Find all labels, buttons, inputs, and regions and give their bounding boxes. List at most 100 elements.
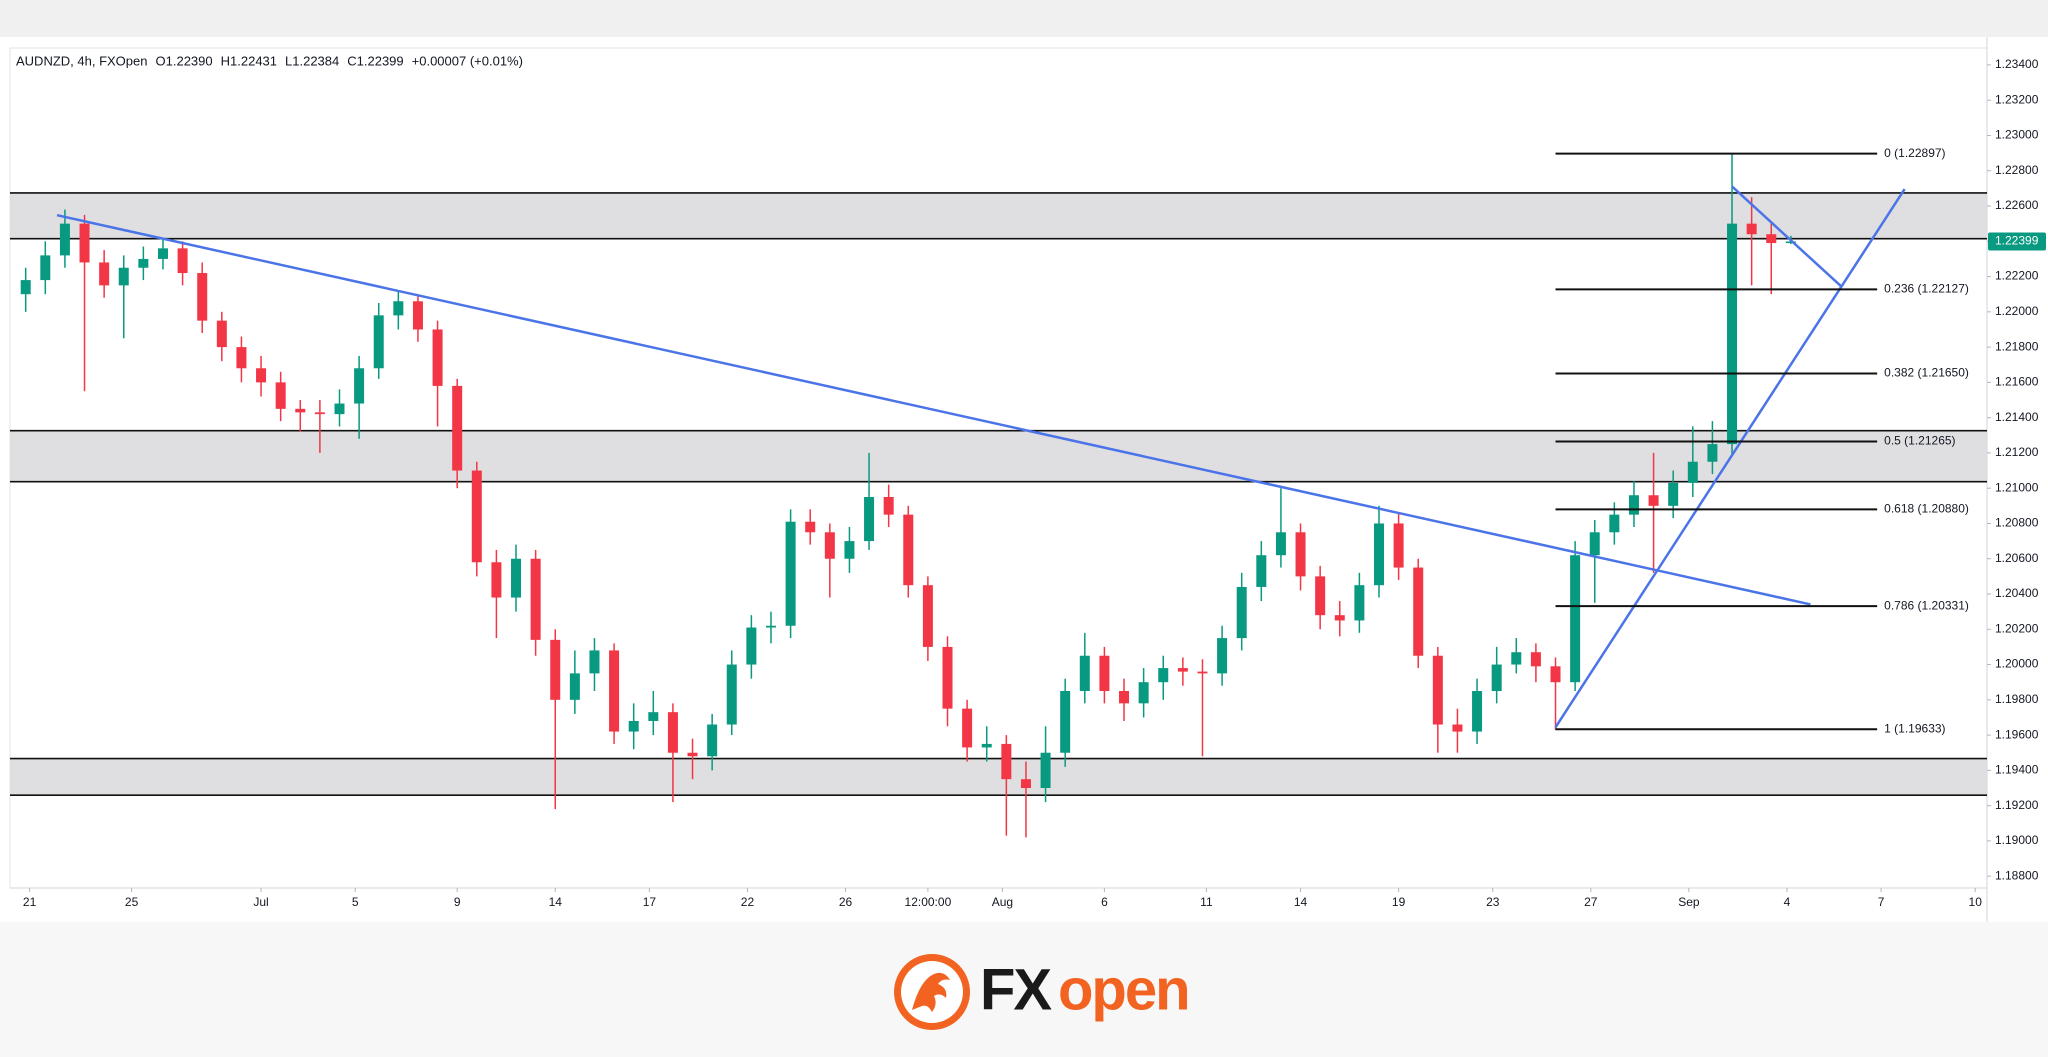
x-tick-label: 25 (125, 895, 139, 909)
candle-body (1275, 532, 1286, 556)
x-tick-label: 10 (1969, 895, 1983, 909)
candle-body (1491, 664, 1502, 692)
candle-body (1020, 779, 1031, 789)
fib-label: 0 (1.22897) (1884, 146, 1945, 160)
y-tick-label: 1.20200 (1995, 621, 2039, 635)
candle-body (295, 408, 306, 413)
candle-body (1727, 223, 1738, 445)
candle-body (373, 315, 384, 369)
candle-body (511, 558, 522, 598)
candle-body (491, 562, 502, 598)
candle-body (667, 712, 678, 753)
candle-body (79, 223, 90, 263)
candle-body (1256, 555, 1267, 587)
candle-body (1158, 668, 1169, 683)
candle-body (197, 273, 208, 321)
candle-body (1334, 615, 1345, 621)
y-tick-label: 1.21800 (1995, 339, 2039, 353)
candle-body (883, 497, 894, 515)
trend-line (1731, 185, 1843, 288)
y-tick-label: 1.20400 (1995, 586, 2039, 600)
brand-prefix: FX (980, 957, 1052, 1022)
candle-body (1570, 555, 1581, 683)
candle-body (1785, 241, 1796, 244)
x-tick-label: 14 (549, 895, 563, 909)
y-tick-label: 1.23200 (1995, 92, 2039, 106)
y-tick-label: 1.21600 (1995, 375, 2039, 389)
candle-body (609, 650, 620, 732)
x-tick-label: 5 (352, 895, 359, 909)
x-tick-label: 4 (1784, 895, 1791, 909)
candle-body (354, 368, 365, 404)
candle-body (1589, 532, 1600, 556)
candle-body (157, 248, 168, 259)
candle-body (1511, 652, 1522, 665)
candle-body (236, 347, 247, 369)
x-tick-label: 26 (839, 895, 853, 909)
candle-body (864, 497, 875, 542)
y-tick-label: 1.19800 (1995, 692, 2039, 706)
candle-body (20, 280, 31, 295)
zone (10, 430, 1987, 482)
x-tick-label: 27 (1584, 895, 1598, 909)
candle-body (962, 708, 973, 748)
x-tick-label: 22 (741, 895, 755, 909)
candle-body (1236, 586, 1247, 639)
candle-body (1746, 223, 1757, 235)
y-tick-label: 1.21000 (1995, 480, 2039, 494)
fib-label: 0.618 (1.20880) (1884, 502, 1969, 516)
candle-body (1707, 444, 1718, 462)
candle-body (569, 673, 580, 700)
candle-body (138, 258, 149, 268)
candle-body (1550, 666, 1561, 683)
legend-value: 1.22384 (292, 53, 339, 68)
candle-body (824, 532, 835, 559)
candle-body (1079, 655, 1090, 692)
candle-body (314, 412, 325, 415)
candle-body (1197, 671, 1208, 674)
last-price-box (1988, 232, 2046, 251)
candle-body (1315, 576, 1326, 616)
candle-body (1452, 724, 1463, 732)
logo-figure (912, 972, 950, 1012)
fib-label: 1 (1.19633) (1884, 721, 1945, 735)
plot: 0 (1.22897) 0.236 (1.22127) 0.382 (1.21650… (10, 146, 1987, 838)
candle-body (1119, 691, 1130, 704)
candle-body (452, 385, 463, 471)
candle-body (1138, 682, 1149, 704)
candle-body (1060, 691, 1071, 753)
candle-body (550, 639, 561, 700)
candle-body (785, 521, 796, 626)
candle-body (844, 541, 855, 559)
candle-body (1432, 655, 1443, 725)
ohlc-legend: O 1.22390 H 1.22431 L 1.22384 C 1.22399 +0.00007… (156, 53, 523, 68)
fib-label: 0.236 (1.22127) (1884, 282, 1969, 296)
brand-logo: FX open (894, 954, 1191, 1030)
candle-body (1628, 495, 1639, 515)
candle-body (589, 650, 600, 674)
x-tick-label: 23 (1486, 895, 1500, 909)
trend-line (1554, 188, 1906, 729)
chart-title: AUDNZD, 4h, FXOpen (16, 53, 148, 68)
candle-body (1668, 482, 1679, 506)
candle-body (1766, 234, 1777, 244)
candle-body (118, 267, 129, 286)
candle-body (1373, 523, 1384, 586)
x-tick-label: 12:00:00 (905, 895, 952, 909)
y-tick-label: 1.22200 (1995, 269, 2039, 283)
x-tick-label: 6 (1101, 895, 1108, 909)
y-tick-label: 1.18800 (1995, 868, 2039, 882)
x-tick-label: Sep (1678, 895, 1700, 909)
x-tick-label: 17 (643, 895, 657, 909)
y-tick-label: 1.19400 (1995, 763, 2039, 777)
y-tick-label: 1.20800 (1995, 516, 2039, 530)
fib-label: 0.5 (1.21265) (1884, 434, 1955, 448)
y-tick-label: 1.21400 (1995, 410, 2039, 424)
y-tick-label: 1.20000 (1995, 657, 2039, 671)
candle-body (746, 627, 757, 665)
candle-body (628, 720, 639, 732)
candle-body (40, 255, 51, 281)
top-band (0, 0, 2048, 37)
candle-body (1040, 752, 1051, 789)
